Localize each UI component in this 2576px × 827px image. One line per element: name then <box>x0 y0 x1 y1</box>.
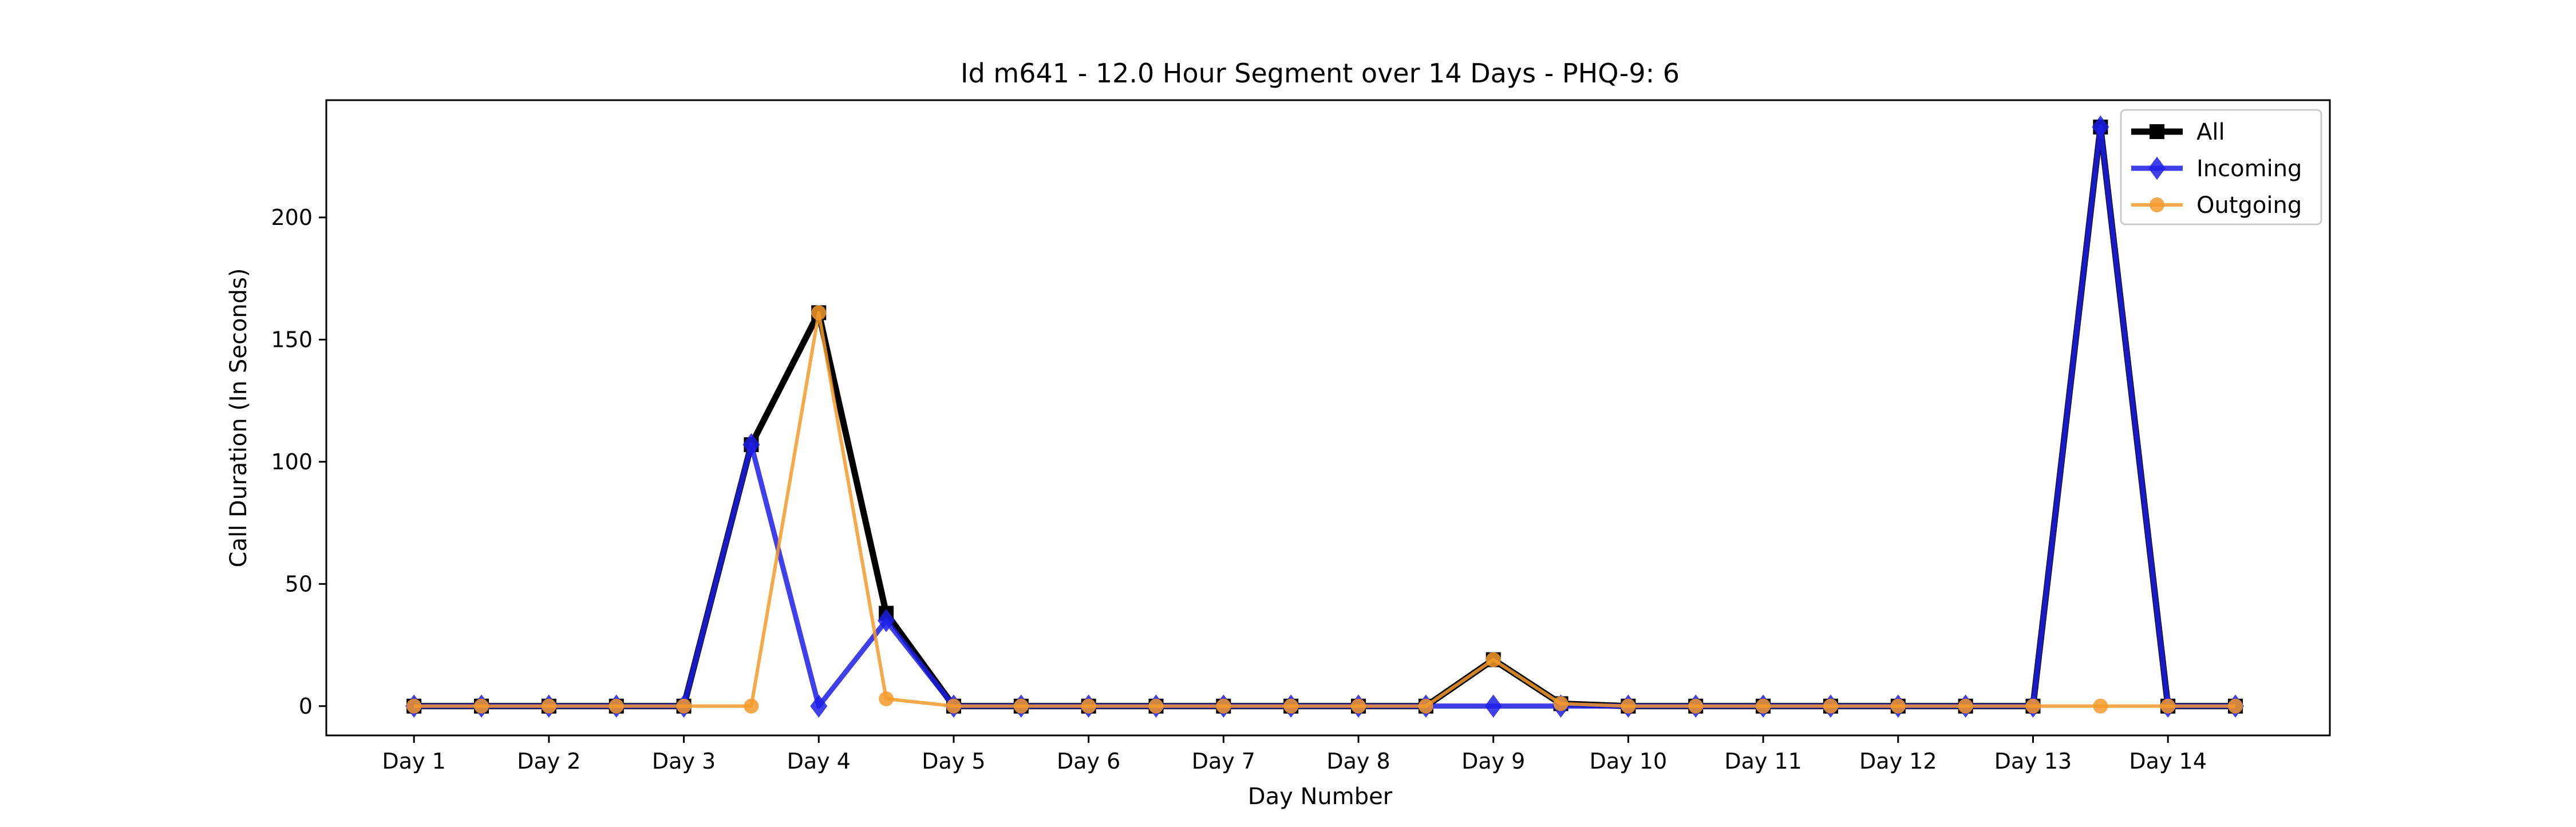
axes-frame <box>325 99 2331 737</box>
y-tick-label: 100 <box>271 449 313 474</box>
x-tick-label: Day 5 <box>922 749 985 774</box>
data-point-outgoing <box>1890 698 1906 714</box>
y-tick-label: 50 <box>285 571 313 596</box>
data-point-outgoing <box>811 305 827 320</box>
y-axis-label: Call Duration (In Seconds) <box>226 268 252 568</box>
x-tick-label: Day 10 <box>1590 749 1667 774</box>
data-point-outgoing <box>1351 698 1366 714</box>
data-point-outgoing <box>879 691 894 706</box>
x-tick-label: Day 7 <box>1192 749 1255 774</box>
x-tick-label: Day 12 <box>1859 749 1937 774</box>
data-point-outgoing <box>1013 698 1029 714</box>
data-point-outgoing <box>1081 698 1096 714</box>
data-point-outgoing <box>406 698 422 714</box>
data-point-outgoing <box>2093 698 2108 714</box>
data-point-outgoing <box>946 698 961 714</box>
data-point-outgoing <box>1688 698 1704 714</box>
data-point-incoming <box>1484 694 1502 718</box>
data-point-outgoing <box>1485 652 1501 667</box>
x-tick-label: Day 2 <box>517 749 580 774</box>
y-tick-label: 0 <box>299 694 313 719</box>
legend-label-all: All <box>2196 119 2225 145</box>
data-point-outgoing <box>744 698 759 714</box>
x-tick-label: Day 4 <box>787 749 851 774</box>
data-point-outgoing <box>1283 698 1299 714</box>
data-point-outgoing <box>2228 698 2243 714</box>
data-point-outgoing <box>1756 698 1771 714</box>
data-point-outgoing <box>2160 698 2176 714</box>
data-point-outgoing <box>1216 698 1231 714</box>
data-point-outgoing <box>1958 698 1973 714</box>
legend-box <box>2120 109 2322 225</box>
x-tick-label: Day 1 <box>382 749 446 774</box>
data-point-incoming <box>2092 115 2109 139</box>
y-tick-label: 150 <box>271 327 313 352</box>
data-point-outgoing <box>676 698 692 714</box>
data-point-outgoing <box>541 698 556 714</box>
y-tick-label: 200 <box>271 205 313 230</box>
chart-title: Id m641 - 12.0 Hour Segment over 14 Days… <box>961 58 1680 89</box>
x-tick-label: Day 6 <box>1057 749 1120 774</box>
data-point-incoming <box>742 433 760 457</box>
data-point-outgoing <box>1148 698 1164 714</box>
plot-area: Day 1 Day 2 Day 3 Day 4 Day 5 Day 6 Day 7 Day 8… <box>271 99 2331 774</box>
data-point-outgoing <box>2025 698 2041 714</box>
x-axis-label: Day Number <box>1248 784 1393 810</box>
data-point-outgoing <box>1553 696 1568 711</box>
x-tick-label: Day 13 <box>1994 749 2072 774</box>
legend-marker-outgoing <box>2150 197 2164 212</box>
x-tick-label: Day 11 <box>1724 749 1801 774</box>
series-line-outgoing <box>414 311 2236 708</box>
legend-label-outgoing: Outgoing <box>2196 192 2302 219</box>
data-point-incoming <box>878 609 895 632</box>
data-point-incoming <box>810 694 828 718</box>
data-point-outgoing <box>609 698 624 714</box>
data-point-outgoing <box>474 698 489 714</box>
x-tick-label: Day 9 <box>1461 749 1525 774</box>
x-tick-label: Day 3 <box>652 749 716 774</box>
x-tick-label: Day 14 <box>2129 749 2206 774</box>
x-tick-label: Day 8 <box>1326 749 1390 774</box>
data-point-outgoing <box>1621 698 1636 714</box>
legend-marker-incoming <box>2148 156 2166 180</box>
legend-label-incoming: Incoming <box>2196 156 2302 182</box>
data-point-outgoing <box>1418 698 1433 714</box>
legend-marker-all <box>2150 124 2164 139</box>
data-point-outgoing <box>1823 698 1838 714</box>
